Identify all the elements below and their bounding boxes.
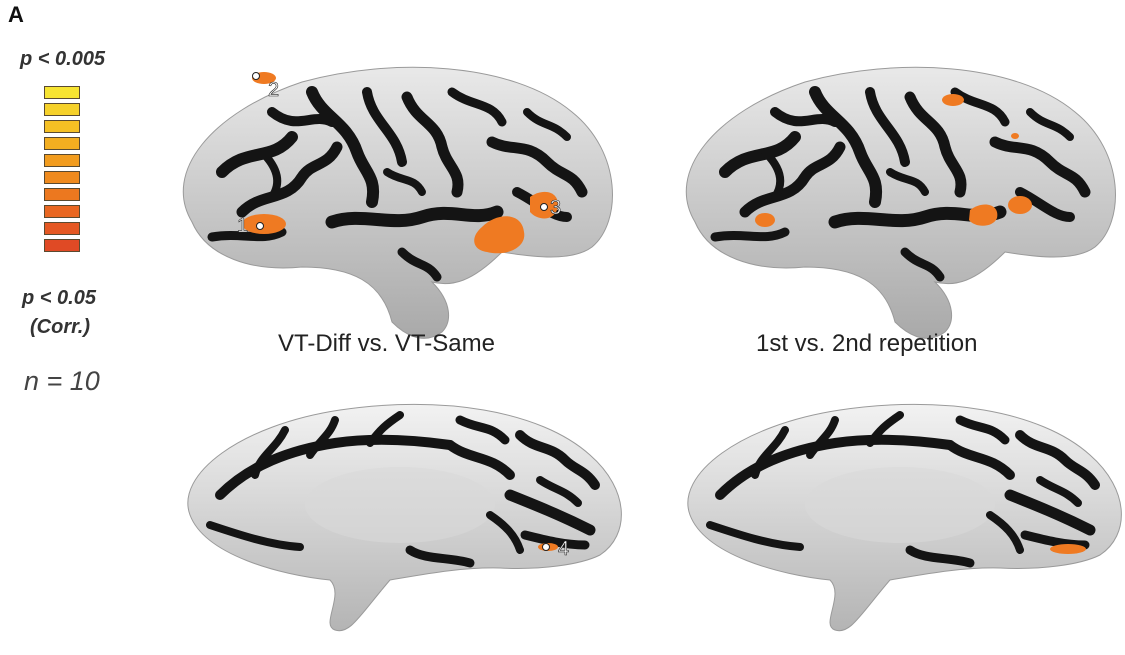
roi-label-1: 1 [237, 215, 248, 237]
roi-marker [252, 72, 548, 230]
roi-marker [542, 543, 550, 551]
medial-brain-left: 4 [187, 403, 622, 632]
scale-bottom-label: p < 0.05 [22, 287, 96, 309]
sample-size-label: n = 10 [24, 366, 100, 396]
color-scale-step [44, 137, 80, 150]
lateral-brain-left: 1 2 3 [182, 66, 613, 339]
activation-cluster [1050, 544, 1086, 554]
caption-right: 1st vs. 2nd repetition [756, 330, 978, 357]
scale-top-label: p < 0.005 [20, 48, 106, 70]
roi-label-2: 2 [268, 79, 279, 101]
color-scale-step [44, 205, 80, 218]
scale-corrected-label: (Corr.) [30, 316, 90, 338]
panel-letter: A [8, 2, 24, 27]
lateral-brain-right [685, 66, 1116, 339]
color-scale-step [44, 188, 80, 201]
color-scale-step [44, 103, 80, 116]
color-scale-step [44, 239, 80, 252]
color-scale-step [44, 86, 80, 99]
color-scale-bar [44, 86, 80, 256]
roi-label-3: 3 [550, 197, 561, 219]
color-scale-step [44, 171, 80, 184]
color-scale-step [44, 154, 80, 167]
activation-cluster [755, 94, 1032, 227]
color-scale-step [44, 120, 80, 133]
medial-brain-right [687, 403, 1122, 632]
roi-label-4: 4 [558, 538, 569, 560]
caption-left: VT-Diff vs. VT-Same [278, 330, 495, 357]
color-scale-step [44, 222, 80, 235]
